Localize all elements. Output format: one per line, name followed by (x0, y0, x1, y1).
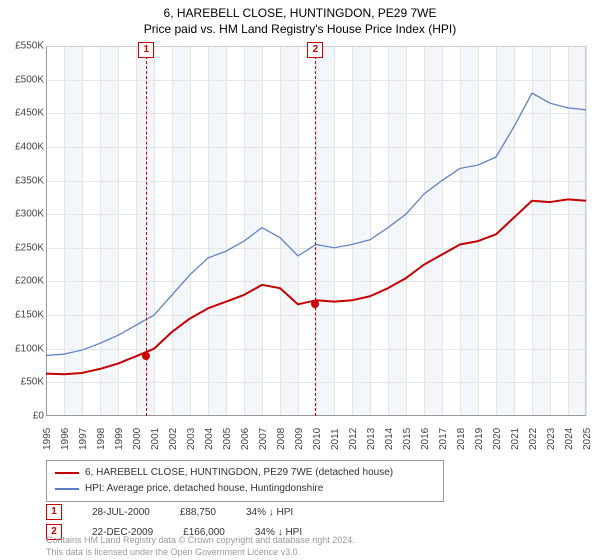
legend-swatch-hpi (55, 488, 79, 490)
y-tick-label: £550K (2, 41, 44, 52)
y-tick-label: £250K (2, 242, 44, 253)
sale-marker-line (146, 46, 147, 416)
y-tick-label: £300K (2, 209, 44, 220)
x-tick-label: 2021 (510, 428, 521, 450)
x-tick-label: 2017 (438, 428, 449, 450)
chart-subtitle: Price paid vs. HM Land Registry's House … (0, 20, 600, 36)
x-tick-label: 2004 (204, 428, 215, 450)
credits: Contains HM Land Registry data © Crown c… (46, 534, 355, 558)
x-tick-label: 2009 (294, 428, 305, 450)
x-tick-label: 1999 (114, 428, 125, 450)
x-tick-label: 2006 (240, 428, 251, 450)
y-tick-label: £100K (2, 343, 44, 354)
x-tick-label: 2003 (186, 428, 197, 450)
y-tick-label: £0 (2, 411, 44, 422)
sale-date-1: 28-JUL-2000 (92, 507, 150, 518)
legend-label-hpi: HPI: Average price, detached house, Hunt… (85, 481, 323, 497)
x-tick-label: 1998 (96, 428, 107, 450)
x-tick-label: 2011 (330, 428, 341, 450)
x-tick-label: 2002 (168, 428, 179, 450)
x-tick-label: 2000 (132, 428, 143, 450)
sale-marker-line (315, 46, 316, 416)
sale-pct-1: 34% ↓ HPI (246, 507, 293, 518)
x-tick-label: 2022 (528, 428, 539, 450)
credits-line1: Contains HM Land Registry data © Crown c… (46, 534, 355, 546)
y-tick-label: £200K (2, 276, 44, 287)
sale-marker-dot (142, 352, 150, 360)
x-tick-label: 2024 (564, 428, 575, 450)
sale-marker-inline-1: 1 (46, 504, 62, 520)
x-tick-label: 2012 (348, 428, 359, 450)
legend-item-property: 6, HAREBELL CLOSE, HUNTINGDON, PE29 7WE … (55, 465, 435, 481)
x-tick-label: 2020 (492, 428, 503, 450)
y-tick-label: £450K (2, 108, 44, 119)
sale-price-1: £88,750 (180, 507, 216, 518)
y-tick-label: £400K (2, 141, 44, 152)
x-tick-label: 2005 (222, 428, 233, 450)
credits-line2: This data is licensed under the Open Gov… (46, 546, 355, 558)
x-tick-label: 2008 (276, 428, 287, 450)
x-tick-label: 2013 (366, 428, 377, 450)
sale-marker-dot (311, 300, 319, 308)
legend-label-property: 6, HAREBELL CLOSE, HUNTINGDON, PE29 7WE … (85, 465, 393, 481)
x-tick-label: 2016 (420, 428, 431, 450)
x-tick-label: 2015 (402, 428, 413, 450)
x-tick-label: 2014 (384, 428, 395, 450)
x-tick-label: 2010 (312, 428, 323, 450)
x-tick-label: 2007 (258, 428, 269, 450)
y-tick-label: £350K (2, 175, 44, 186)
sale-row-1: 1 28-JUL-2000 £88,750 34% ↓ HPI (46, 504, 293, 520)
chart-title: 6, HAREBELL CLOSE, HUNTINGDON, PE29 7WE (0, 0, 600, 20)
legend-item-hpi: HPI: Average price, detached house, Hunt… (55, 481, 435, 497)
x-tick-label: 2019 (474, 428, 485, 450)
x-tick-label: 2025 (582, 428, 593, 450)
sale-marker-box: 2 (307, 42, 323, 58)
chart-container: { "title": "6, HAREBELL CLOSE, HUNTINGDO… (0, 0, 600, 560)
x-tick-label: 1996 (60, 428, 71, 450)
x-tick-label: 2023 (546, 428, 557, 450)
y-tick-label: £500K (2, 74, 44, 85)
sale-marker-box: 1 (138, 42, 154, 58)
x-tick-label: 1997 (78, 428, 89, 450)
legend: 6, HAREBELL CLOSE, HUNTINGDON, PE29 7WE … (46, 460, 444, 502)
y-tick-label: £150K (2, 310, 44, 321)
x-tick-label: 2001 (150, 428, 161, 450)
y-tick-label: £50K (2, 377, 44, 388)
x-tick-label: 2018 (456, 428, 467, 450)
x-tick-label: 1995 (42, 428, 53, 450)
legend-swatch-property (55, 472, 79, 474)
